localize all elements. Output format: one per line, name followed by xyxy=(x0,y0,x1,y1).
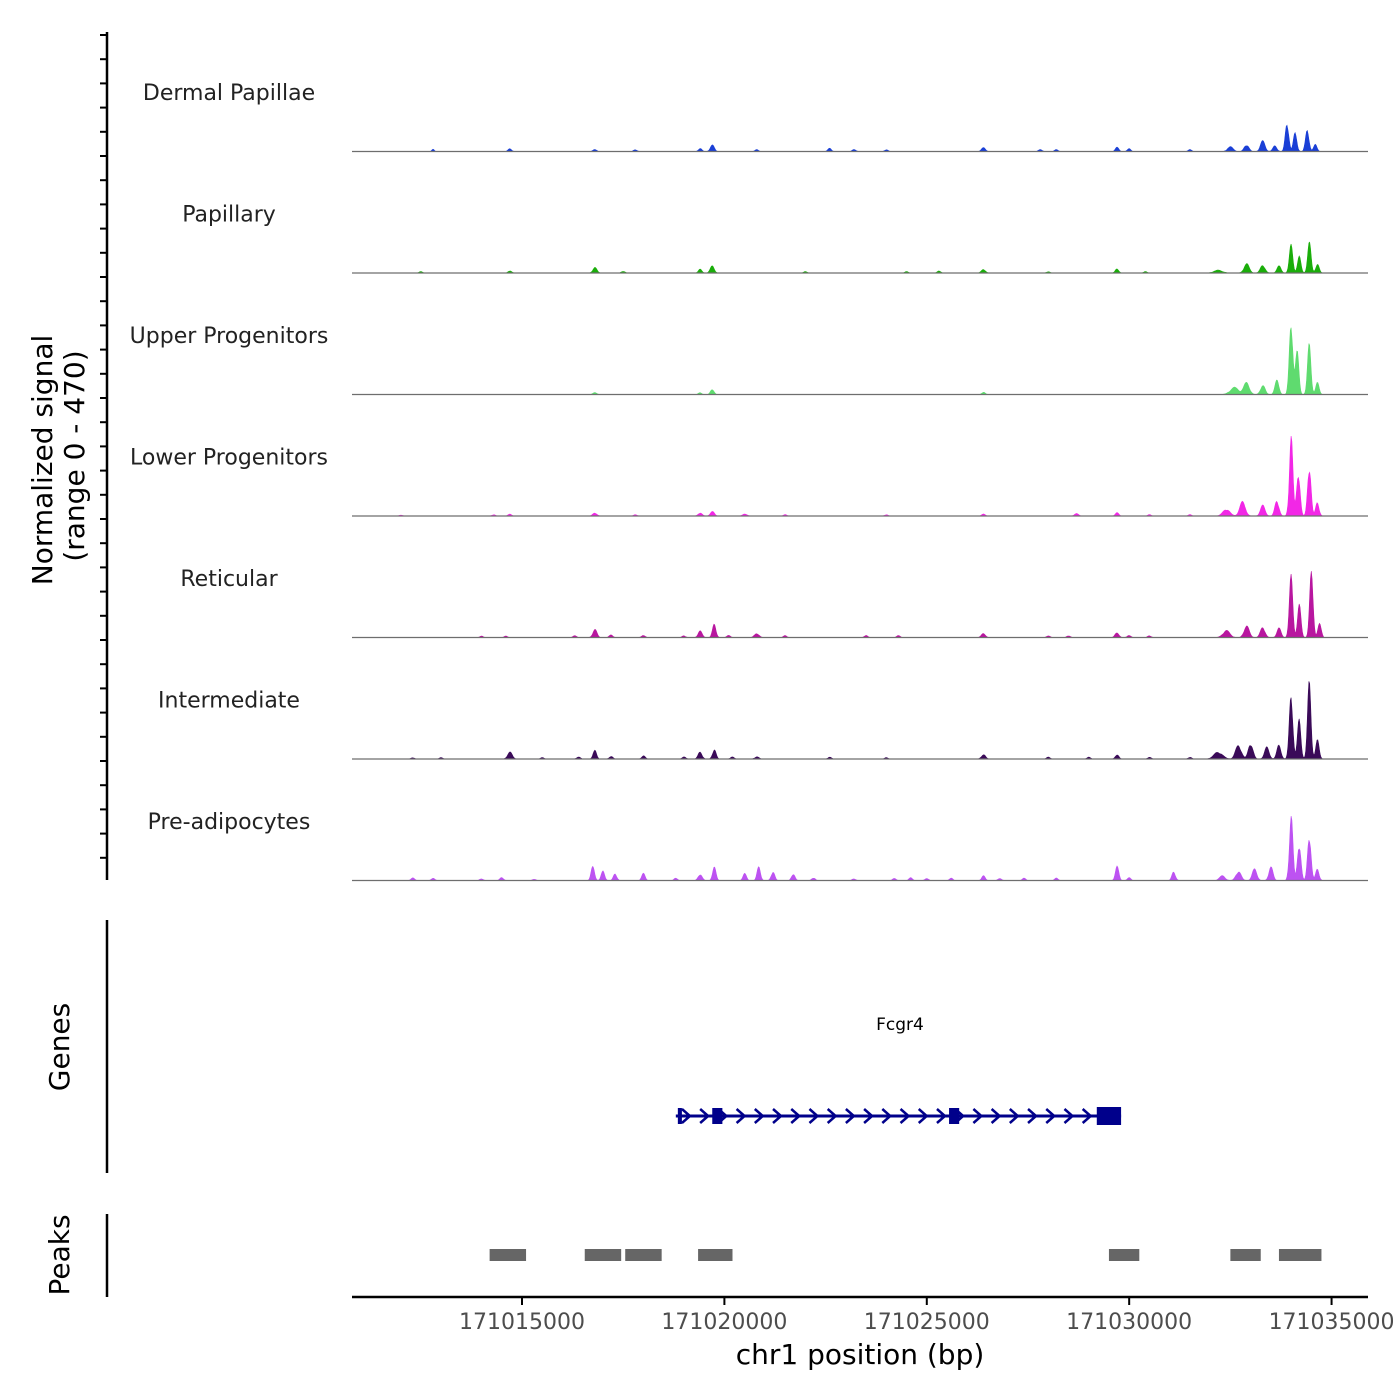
gene-exon xyxy=(712,1108,723,1124)
coverage-area-lower-progenitors xyxy=(360,435,1324,517)
strand-arrow xyxy=(936,1108,947,1124)
gene-exon xyxy=(1096,1107,1122,1125)
strand-arrow xyxy=(1063,1108,1075,1124)
track-lower-progenitors: Lower Progenitors xyxy=(130,435,1368,517)
strand-arrow xyxy=(1027,1108,1038,1124)
track-pre-adipocytes: Pre-adipocytes xyxy=(148,810,1368,882)
coverage-area-reticular xyxy=(360,571,1324,638)
coverage-tracks: Dermal Papillae Papillary Upper Progenitor… xyxy=(130,81,1368,882)
strand-arrow xyxy=(808,1108,820,1124)
gene-exon xyxy=(677,1108,682,1124)
strand-arrow xyxy=(972,1108,984,1124)
y-axis-title-range: (range 0 - 470) xyxy=(58,350,91,561)
track-label-reticular: Reticular xyxy=(180,567,278,592)
track-label-pre-adipocytes: Pre-adipocytes xyxy=(148,810,311,835)
coverage-area-papillary xyxy=(360,241,1324,274)
strand-arrow xyxy=(735,1108,747,1124)
strand-arrow xyxy=(845,1108,856,1124)
strand-arrow xyxy=(863,1108,874,1124)
track-label-papillary: Papillary xyxy=(182,203,276,228)
peak-region xyxy=(1230,1249,1261,1261)
strand-arrow xyxy=(1008,1108,1020,1124)
coverage-area-upper-progenitors xyxy=(360,327,1324,395)
strand-arrow xyxy=(1081,1108,1093,1124)
peak-region xyxy=(1108,1249,1140,1261)
genes-track-label: Genes xyxy=(43,1003,76,1091)
x-axis-ticks: 171015000 171020000 171025000 171030000 1710… xyxy=(459,1297,1395,1335)
track-upper-progenitors: Upper Progenitors xyxy=(130,324,1368,396)
y-axis-title: Normalized signal xyxy=(26,335,59,586)
strand-arrow xyxy=(790,1108,802,1124)
gene-name-label: Fcgr4 xyxy=(876,1015,924,1035)
coverage-area-pre-adipocytes xyxy=(360,816,1324,881)
strand-arrow xyxy=(753,1108,765,1124)
track-label-lower-progenitors: Lower Progenitors xyxy=(130,446,328,471)
peak-regions xyxy=(489,1249,1322,1261)
x-tick-label: 171015000 xyxy=(459,1310,585,1335)
track-reticular: Reticular xyxy=(180,567,1368,639)
strand-arrow xyxy=(990,1108,1002,1124)
peak-region xyxy=(584,1249,622,1261)
track-dermal-papillae: Dermal Papillae xyxy=(143,81,1368,153)
track-label-intermediate: Intermediate xyxy=(158,689,300,714)
track-papillary: Papillary xyxy=(182,203,1368,274)
x-tick-label: 171035000 xyxy=(1269,1310,1395,1335)
track-intermediate: Intermediate xyxy=(158,681,1368,760)
peak-region xyxy=(625,1249,662,1261)
strand-arrow xyxy=(899,1108,911,1124)
peaks-track-label: Peaks xyxy=(43,1214,76,1295)
x-tick-label: 171025000 xyxy=(864,1310,990,1335)
coverage-area-dermal-papillae xyxy=(360,124,1324,152)
strand-arrow xyxy=(681,1108,692,1124)
strand-arrow xyxy=(699,1108,711,1124)
x-axis-title: chr1 position (bp) xyxy=(736,1338,985,1371)
strand-arrow xyxy=(826,1108,838,1124)
peak-region xyxy=(489,1249,527,1261)
x-tick-label: 171020000 xyxy=(661,1310,787,1335)
gene-model-fcgr4 xyxy=(675,1107,1122,1125)
gene-exon xyxy=(949,1108,960,1124)
coverage-area-intermediate xyxy=(360,681,1324,760)
peak-region xyxy=(698,1249,733,1261)
strand-arrow xyxy=(1045,1108,1057,1124)
strand-arrow xyxy=(772,1108,783,1124)
track-label-dermal-papillae: Dermal Papillae xyxy=(143,81,315,106)
track-label-upper-progenitors: Upper Progenitors xyxy=(130,324,329,349)
strand-arrow xyxy=(917,1108,929,1124)
x-tick-label: 171030000 xyxy=(1066,1310,1192,1335)
strand-arrow xyxy=(881,1108,893,1124)
peak-region xyxy=(1278,1249,1322,1261)
coverage-y-axis-ticks xyxy=(100,34,107,859)
